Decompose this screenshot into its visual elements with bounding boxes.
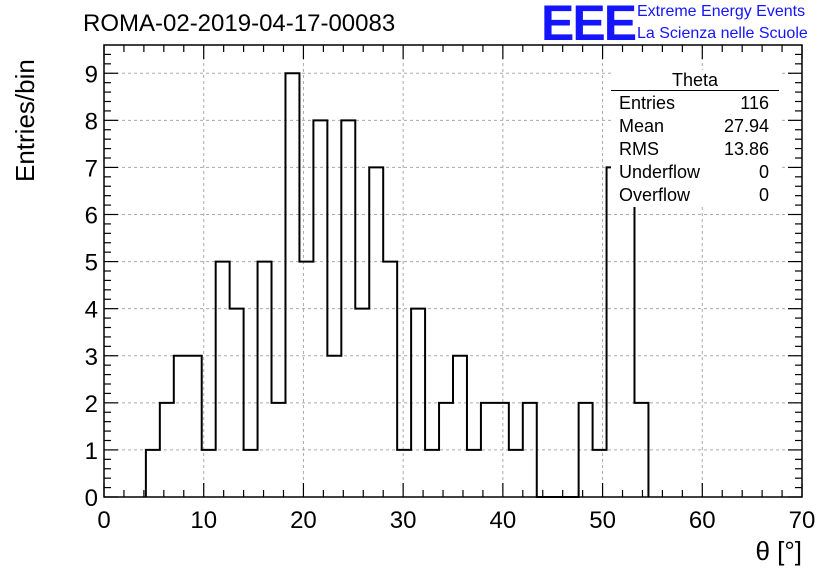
stats-row-rms: RMS 13.86 [611, 138, 779, 161]
stats-value: 0 [758, 185, 769, 205]
logo-line-1: Extreme Energy Events [637, 3, 806, 20]
stats-label: Entries [619, 93, 676, 113]
stats-label: Overflow [619, 185, 691, 205]
stats-label: RMS [619, 139, 659, 159]
x-tick-label: 0 [97, 507, 110, 534]
stats-row-entries: Entries 116 [611, 92, 779, 115]
stats-row-mean: Mean 27.94 [611, 115, 779, 138]
histogram-bin [188, 356, 202, 497]
histogram-bin [383, 262, 397, 497]
x-tick-label: 10 [190, 507, 217, 534]
histogram-bin [607, 167, 621, 497]
x-tick-label: 40 [490, 507, 517, 534]
histogram-bin [579, 403, 593, 497]
histogram-bin [425, 450, 439, 497]
x-tick-label: 20 [290, 507, 317, 534]
stats-value: 27.94 [723, 116, 769, 136]
histogram-bin [258, 262, 272, 497]
histogram-bin [174, 356, 188, 497]
stats-row-overflow: Overflow 0 [611, 184, 779, 207]
histogram-bin [285, 73, 299, 497]
histogram-bin [453, 356, 467, 497]
logo-line-2: La Scienza nelle Scuole [637, 25, 808, 42]
histogram-bin [397, 450, 411, 497]
y-tick-label: 6 [85, 203, 98, 230]
stats-title: Theta [611, 70, 779, 91]
y-tick-label: 5 [85, 250, 98, 277]
histogram-bin [439, 403, 453, 497]
stats-value: 0 [758, 162, 769, 182]
histogram-bin [272, 403, 286, 497]
histogram-bin [369, 167, 383, 497]
y-tick-label: 1 [85, 438, 98, 465]
histogram [144, 72, 650, 498]
stats-value: 13.86 [723, 139, 769, 159]
y-tick-label: 7 [85, 155, 98, 182]
histogram-bin [327, 356, 341, 497]
histogram-bin [146, 450, 160, 497]
x-axis-label: θ [°] [755, 536, 802, 566]
y-tick-label: 4 [85, 297, 98, 324]
histogram-bin [411, 309, 425, 497]
y-tick-label: 2 [85, 391, 98, 418]
stats-label: Underflow [619, 162, 701, 182]
chart-title: ROMA-02-2019-04-17-00083 [83, 10, 396, 37]
histogram-bin [481, 403, 495, 497]
y-tick-labels: 0 1 2 3 4 5 6 7 8 9 [85, 61, 98, 512]
histogram-bin [467, 450, 481, 497]
histogram-bin [341, 120, 355, 497]
histogram-bin [244, 450, 258, 497]
y-tick-label: 9 [85, 61, 98, 88]
y-tick-label: 3 [85, 344, 98, 371]
x-tick-label: 70 [789, 507, 816, 534]
histogram-bin [509, 450, 523, 497]
histogram-bin [230, 309, 244, 497]
x-tick-label: 30 [390, 507, 417, 534]
histogram-bin [355, 309, 369, 497]
histogram-bin [523, 403, 537, 497]
eee-logo: EEE [541, 0, 637, 51]
x-tick-label: 50 [589, 507, 616, 534]
stats-label: Mean [619, 116, 665, 136]
histogram-bin [160, 403, 174, 497]
y-tick-label: 8 [85, 108, 98, 135]
y-tick-label: 0 [85, 485, 98, 512]
x-tick-labels: 0 10 20 30 40 50 60 70 [97, 507, 815, 534]
axis-ticks [103, 45, 803, 498]
histogram-bin [495, 403, 509, 497]
histogram-bin [313, 120, 327, 497]
histogram-bin [634, 403, 648, 497]
histogram-bin [593, 450, 607, 497]
stats-box: Theta Entries 116 Mean 27.94 RMS 13.86 U… [611, 70, 779, 207]
y-axis-label: Entries/bin [10, 59, 40, 182]
stats-value: 116 [740, 93, 769, 113]
histogram-bin [299, 262, 313, 497]
stats-row-underflow: Underflow 0 [611, 161, 779, 184]
histogram-bin [216, 262, 230, 497]
x-tick-label: 60 [689, 507, 716, 534]
